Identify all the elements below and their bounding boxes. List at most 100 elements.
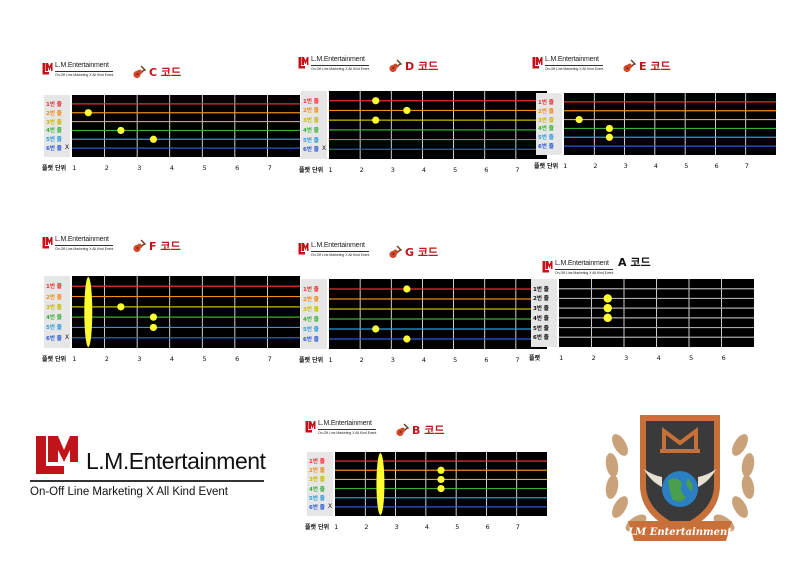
fret-number: 3 xyxy=(390,166,395,174)
finger-dot xyxy=(603,294,612,303)
fretboard xyxy=(329,91,547,159)
fret-number: 2 xyxy=(359,166,364,174)
fret-number: 3 xyxy=(137,355,142,363)
brand-name: L.M.Entertainment xyxy=(311,242,365,249)
fret-number: 7 xyxy=(515,166,520,174)
finger-dot xyxy=(603,303,612,313)
string-label: 4번 줄 xyxy=(303,127,319,134)
string-label: 6번 줄 xyxy=(309,504,325,511)
string-label: 1번 줄 xyxy=(303,287,319,293)
brand-mini: L.M.Entertainment On-Off Line Marketing X… xyxy=(542,260,614,275)
string-label: 6번 줄 xyxy=(46,146,62,153)
guitar-icon xyxy=(133,239,146,253)
fretboard-background xyxy=(335,452,547,516)
brand-name: L.M.Entertainment xyxy=(311,56,365,63)
fretboard-background xyxy=(329,279,547,349)
string-label: 4번 줄 xyxy=(303,317,319,323)
finger-dot xyxy=(575,115,583,124)
string-label: 2번 줄 xyxy=(303,297,319,303)
finger-dot xyxy=(437,466,445,474)
fret-number: 6 xyxy=(714,162,719,170)
chord-title: A 코드 xyxy=(618,254,651,270)
guitar-icon xyxy=(623,59,636,73)
string-label: 2번 줄 xyxy=(46,294,62,301)
string-label: 6번 줄 xyxy=(303,147,319,154)
string-label: 1번 줄 xyxy=(533,286,549,293)
finger-dot xyxy=(603,313,612,323)
fret-unit-label: 플랫 단위 xyxy=(299,167,324,174)
finger-dot xyxy=(403,285,411,293)
chord-title: E 코드 xyxy=(622,58,671,74)
lm-logo-icon xyxy=(532,57,543,69)
brand-mini: L.M.Entertainment On-Off Line Marketing X… xyxy=(305,420,377,435)
guitar-icon xyxy=(389,245,402,259)
string-label: 4번 줄 xyxy=(533,315,549,322)
fret-number: 7 xyxy=(515,356,520,364)
string-label: 2번 줄 xyxy=(309,468,325,475)
laurel-shield-emblem-icon: LM Entertainment xyxy=(605,415,755,541)
muted-string-mark: X xyxy=(65,333,70,341)
fret-number: 6 xyxy=(485,523,490,531)
lm-logo-icon xyxy=(36,436,78,474)
finger-dot xyxy=(84,109,92,117)
chord-title: C 코드 xyxy=(132,64,181,80)
string-label: 5번 줄 xyxy=(46,137,62,144)
finger-dot xyxy=(117,126,125,135)
fret-number: 3 xyxy=(624,354,629,362)
fret-number: 1 xyxy=(334,523,339,531)
lm-logo-icon xyxy=(42,237,53,249)
barre-mark xyxy=(84,277,93,347)
chord-name: C 코드 xyxy=(149,66,182,79)
fret-number: 5 xyxy=(455,523,460,531)
brand-tagline: On-Off Line Marketing X All Kind Event xyxy=(55,245,114,251)
finger-dot xyxy=(372,325,380,333)
finger-dot xyxy=(403,335,411,343)
string-label: 1번 줄 xyxy=(303,98,319,105)
fret-unit-label: 플랫 단위 xyxy=(42,356,67,363)
string-label: 5번 줄 xyxy=(46,325,62,332)
fret-number: 1 xyxy=(328,166,333,174)
chord-name: G 코드 xyxy=(405,246,439,259)
brand-mini: L.M.Entertainment On-Off Line Marketing X… xyxy=(298,242,370,257)
fret-number: 5 xyxy=(202,355,207,363)
fret-number: 5 xyxy=(684,162,689,170)
string-labels: 1번 줄 2번 줄 3번 줄 4번 줄 5번 줄 6번 줄 xyxy=(307,452,333,516)
fret-number: 6 xyxy=(235,355,240,363)
string-label: 3번 줄 xyxy=(533,306,549,313)
string-label: 2번 줄 xyxy=(533,296,549,303)
guitar-icon xyxy=(396,423,409,437)
muted-string-mark: X xyxy=(65,144,70,152)
fretboard-background xyxy=(564,93,776,155)
fret-number: 2 xyxy=(364,523,369,531)
fret-number: 2 xyxy=(593,162,598,170)
brand-mini: L.M.Entertainment On-Off Line Marketing X… xyxy=(42,236,114,251)
finger-dot xyxy=(149,323,158,332)
fret-number: 7 xyxy=(744,162,749,170)
finger-dot xyxy=(149,313,158,321)
string-labels: 1번 줄 2번 줄 3번 줄 4번 줄 5번 줄 6번 줄 xyxy=(44,95,70,157)
fret-number: 5 xyxy=(453,166,458,174)
string-label: 5번 줄 xyxy=(533,325,549,332)
string-label: 2번 줄 xyxy=(303,108,319,115)
finger-dot xyxy=(437,475,445,484)
fretboard-background xyxy=(72,95,300,157)
divider xyxy=(30,480,264,482)
fret-number: 5 xyxy=(453,356,458,364)
string-label: 3번 줄 xyxy=(538,117,554,124)
fret-number: 7 xyxy=(515,523,520,531)
fret-number: 3 xyxy=(137,164,142,172)
brand-tagline: On-Off Line Marketing X All Kind Event xyxy=(311,65,370,71)
fret-number: 6 xyxy=(721,354,726,362)
fret-unit-label: 플랫 xyxy=(529,355,541,362)
chord-title: B 코드 xyxy=(395,422,444,438)
brand-emblem: LM Entertainment xyxy=(590,405,770,555)
finger-dot xyxy=(605,124,614,133)
fretboard xyxy=(335,452,547,516)
brand-tagline: On-Off Line Marketing X All Kind Event xyxy=(30,486,228,498)
fret-number: 7 xyxy=(267,164,272,172)
fret-number: 1 xyxy=(328,356,333,364)
string-labels: 1번 줄 2번 줄 3번 줄 4번 줄 5번 줄 6번 줄 xyxy=(536,93,562,155)
lm-logo-icon xyxy=(298,57,309,69)
fret-number: 4 xyxy=(653,162,659,170)
fret-number: 4 xyxy=(169,355,175,363)
